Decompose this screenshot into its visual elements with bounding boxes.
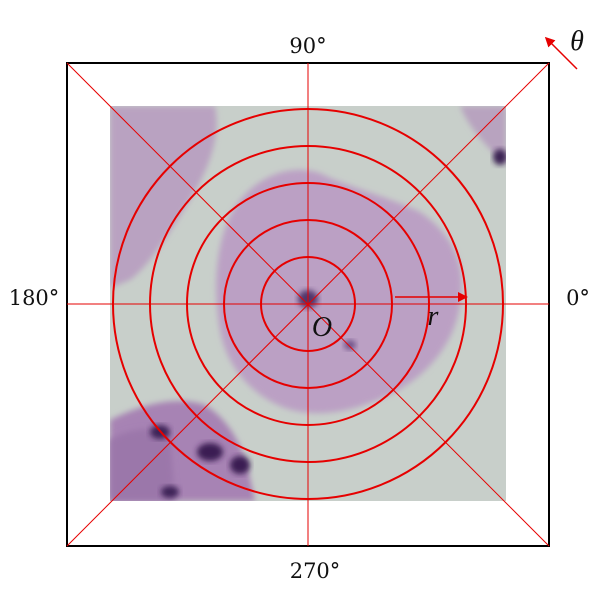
ring-1: [260, 256, 356, 352]
lower-left-cell-tail: [110, 428, 175, 501]
theta-arrow: [544, 36, 578, 70]
theta-label: θ: [570, 26, 584, 57]
small-nucleus: [344, 340, 356, 350]
concentric-rings: [112, 108, 504, 500]
central-cell: [216, 169, 462, 414]
radius-label: r: [428, 301, 439, 332]
label-270-degrees: 270°: [290, 559, 341, 583]
ring-2: [223, 219, 393, 389]
nucleus-c: [230, 456, 250, 474]
label-180-degrees: 180°: [9, 286, 60, 310]
nucleus-b: [197, 443, 223, 461]
nucleus-e: [493, 149, 506, 165]
ring-5: [112, 108, 504, 500]
upper-left-cell: [110, 106, 217, 288]
label-0-degrees: 0°: [566, 286, 590, 310]
nucleus-d: [161, 486, 179, 498]
upper-right-cell: [460, 106, 506, 165]
ring-3: [186, 182, 430, 426]
label-90-degrees: 90°: [289, 34, 326, 58]
polar-axes: [66, 62, 550, 547]
ring-4: [149, 145, 467, 463]
origin-label: O: [312, 312, 332, 343]
